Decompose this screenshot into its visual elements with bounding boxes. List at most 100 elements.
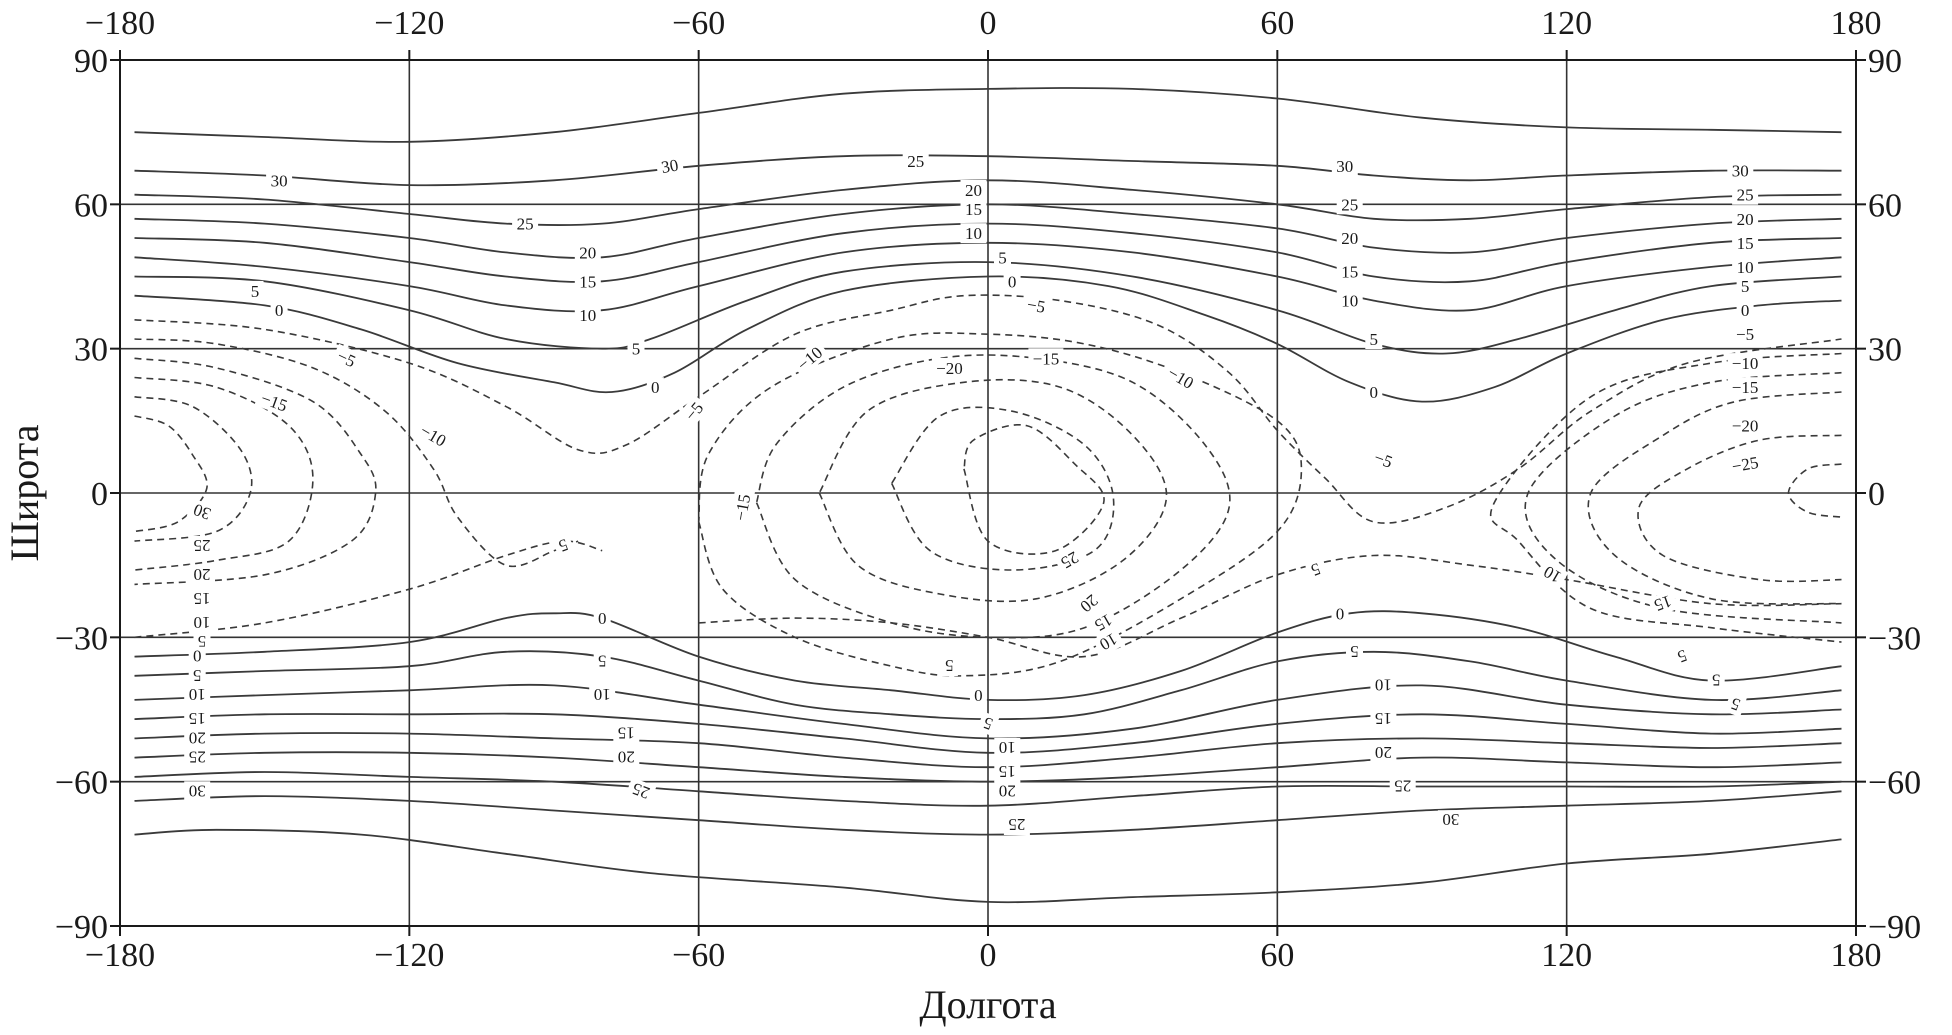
svg-text:15: 15 — [579, 272, 596, 291]
y-tick-label-right: −90 — [1868, 909, 1921, 946]
contour-line-dashed — [755, 354, 1231, 639]
contour-label: −10 — [413, 417, 454, 453]
svg-text:−5: −5 — [1026, 295, 1047, 317]
contour-label: 0 — [270, 300, 288, 321]
contour-label: 25 — [512, 213, 539, 234]
contour-label: −15 — [729, 488, 755, 527]
contour-line-solid — [134, 683, 1842, 740]
svg-text:15: 15 — [194, 589, 211, 608]
contour-label: 0 — [188, 646, 206, 667]
svg-text:25: 25 — [907, 152, 924, 171]
svg-text:−5: −5 — [1371, 448, 1395, 472]
svg-text:10: 10 — [579, 306, 596, 325]
svg-text:5: 5 — [1712, 671, 1721, 690]
contour-label: 30 — [266, 170, 293, 191]
contour-label: 15 — [184, 709, 211, 730]
contour-label: 15 — [1336, 261, 1363, 282]
contour-label: 5 — [1723, 692, 1747, 718]
x-tick-label-top: −180 — [85, 5, 155, 42]
contour-line-solid — [134, 751, 1842, 783]
y-tick-label-right: 0 — [1868, 476, 1885, 513]
contour-label: 5 — [627, 338, 645, 359]
contour-line-solid — [134, 179, 1842, 226]
contour-label: 10 — [589, 685, 616, 706]
y-tick-label-left: 30 — [74, 332, 108, 369]
x-tick-label-bottom: −120 — [374, 937, 444, 974]
y-tick-label-right: −30 — [1868, 620, 1921, 657]
contour-line-solid — [134, 261, 1842, 355]
contour-label: 10 — [1535, 559, 1569, 590]
svg-text:20: 20 — [189, 728, 206, 747]
svg-text:20: 20 — [1375, 743, 1392, 762]
contour-line-dashed — [134, 338, 579, 568]
y-tick-label-right: 60 — [1868, 187, 1902, 224]
contour-label: 15 — [189, 588, 215, 609]
svg-text:−20: −20 — [1732, 417, 1759, 436]
contour-line-solid — [134, 203, 1842, 259]
contour-label: 15 — [994, 762, 1021, 782]
contour-label: 25 — [902, 151, 929, 171]
contour-label: −5 — [1732, 324, 1759, 345]
contour-label: 15 — [574, 271, 601, 292]
contour-label: 25 — [184, 747, 211, 768]
x-tick-label-bottom: −60 — [672, 937, 725, 974]
contour-line-dashed — [890, 406, 1115, 571]
svg-text:5: 5 — [198, 632, 207, 651]
contour-label: 20 — [1370, 742, 1397, 763]
x-axis-title: Долгота — [919, 982, 1057, 1027]
svg-text:20: 20 — [1341, 229, 1358, 248]
svg-text:5: 5 — [251, 282, 260, 301]
contour-label: 10 — [1336, 290, 1363, 311]
svg-text:10: 10 — [1375, 675, 1392, 694]
svg-text:5: 5 — [1741, 277, 1750, 296]
svg-text:10: 10 — [194, 613, 211, 632]
contour-line-solid — [134, 610, 1842, 702]
contour-line-solid — [134, 222, 1842, 284]
svg-text:0: 0 — [651, 378, 660, 397]
y-tick-label-left: −60 — [55, 765, 108, 802]
svg-text:30: 30 — [189, 781, 206, 800]
contour-line-dashed — [1587, 391, 1842, 605]
svg-text:5: 5 — [632, 340, 641, 359]
contour-label: 30 — [1331, 155, 1358, 176]
contour-label: 20 — [1336, 228, 1363, 248]
contour-label: 10 — [994, 738, 1021, 758]
contour-label: 20 — [574, 242, 601, 263]
contour-label: −15 — [1028, 348, 1064, 369]
svg-text:−5: −5 — [1736, 325, 1754, 344]
svg-text:30: 30 — [1442, 810, 1459, 829]
svg-text:5: 5 — [1370, 330, 1379, 349]
contour-label: −5 — [1021, 293, 1051, 318]
contour-line-solid — [134, 87, 1842, 143]
svg-text:−10: −10 — [1732, 354, 1759, 373]
contour-label: 5 — [1707, 670, 1725, 691]
contour-line-dashed — [134, 357, 377, 586]
contour-label: 15 — [1647, 589, 1679, 618]
x-tick-label-bottom: 180 — [1831, 937, 1882, 974]
svg-text:10: 10 — [1737, 258, 1754, 277]
y-tick-label-right: −60 — [1868, 765, 1921, 802]
svg-text:15: 15 — [189, 709, 206, 728]
svg-text:30: 30 — [1336, 157, 1353, 176]
contour-label: 10 — [184, 685, 211, 706]
contour-label: 0 — [1331, 603, 1349, 624]
svg-text:10: 10 — [999, 738, 1016, 757]
contour-label: 5 — [940, 656, 958, 677]
svg-text:0: 0 — [1370, 383, 1379, 402]
contour-label: −15 — [254, 386, 295, 417]
svg-text:0: 0 — [275, 301, 284, 320]
axis-ticks: −180 −180 −120 −120 −60 −60 0 0 60 60 120 120 180 180… — [55, 5, 1921, 974]
svg-text:10: 10 — [1341, 292, 1358, 311]
x-tick-label-top: −60 — [672, 5, 725, 42]
contour-label: 10 — [574, 305, 601, 325]
svg-text:0: 0 — [1336, 604, 1345, 623]
svg-text:25: 25 — [1737, 186, 1754, 205]
x-tick-label-top: 180 — [1831, 5, 1882, 42]
grid-lines — [120, 60, 1856, 926]
svg-text:15: 15 — [1341, 263, 1358, 282]
svg-text:0: 0 — [1008, 272, 1017, 291]
contour-label: 20 — [189, 564, 215, 585]
contour-label: 25 — [1336, 194, 1363, 215]
